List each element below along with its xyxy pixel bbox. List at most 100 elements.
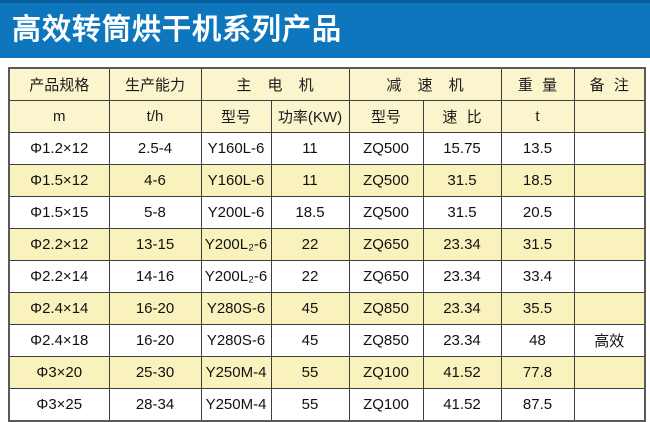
capacity-cell: 25-30: [108, 356, 202, 389]
weight-cell: 31.5: [500, 228, 575, 261]
weight-cell: 33.4: [500, 260, 575, 293]
spec-cell: Φ2.2×14: [8, 260, 110, 293]
spec-cell: Φ3×20: [8, 356, 110, 389]
reducer-ratio-cell: 41.52: [422, 388, 502, 422]
reducer-ratio-cell: 23.34: [422, 292, 502, 325]
spec-cell: Φ1.5×12: [8, 164, 110, 197]
capacity-cell: 13-15: [108, 228, 202, 261]
reducer-ratio-cell: 23.34: [422, 324, 502, 357]
motor-model-cell: Y160L-6: [200, 132, 272, 165]
reducer-model-cell: ZQ850: [348, 324, 424, 357]
weight-cell: 20.5: [500, 196, 575, 229]
capacity-cell: 16-20: [108, 324, 202, 357]
spec-cell: Φ1.5×15: [8, 196, 110, 229]
header-empty: [573, 100, 646, 133]
motor-model-cell: Y200L₂-6: [200, 228, 272, 261]
motor-power-cell: 22: [270, 260, 350, 293]
weight-cell: 48: [500, 324, 575, 357]
spec-cell: Φ2.2×12: [8, 228, 110, 261]
motor-power-cell: 45: [270, 292, 350, 325]
motor-model-cell: Y250M-4: [200, 388, 272, 422]
header-weight: 重 量: [500, 67, 575, 101]
weight-cell: 77.8: [500, 356, 575, 389]
capacity-cell: 28-34: [108, 388, 202, 422]
header-row-groups: 产品规格 生产能力 主 电 机 减 速 机 重 量 备 注: [8, 67, 646, 101]
motor-power-cell: 55: [270, 388, 350, 422]
remark-cell: [573, 292, 646, 325]
table-row: Φ1.2×12 2.5-4 Y160L-6 11 ZQ500 15.75 13.5: [8, 132, 646, 165]
table-header: 产品规格 生产能力 主 电 机 减 速 机 重 量 备 注 m t/h 型号 功…: [8, 67, 646, 133]
weight-cell: 18.5: [500, 164, 575, 197]
header-reducer-model: 型号: [348, 100, 424, 133]
spec-cell: Φ2.4×14: [8, 292, 110, 325]
table-row: Φ1.5×15 5-8 Y200L-6 18.5 ZQ500 31.5 20.5: [8, 196, 646, 229]
reducer-model-cell: ZQ500: [348, 132, 424, 165]
reducer-model-cell: ZQ100: [348, 356, 424, 389]
table-row: Φ2.4×18 16-20 Y280S-6 45 ZQ850 23.34 48 高效: [8, 324, 646, 357]
header-unit-th: t/h: [108, 100, 202, 133]
reducer-model-cell: ZQ650: [348, 228, 424, 261]
header-product-spec: 产品规格: [8, 67, 110, 101]
motor-power-cell: 11: [270, 164, 350, 197]
motor-power-cell: 45: [270, 324, 350, 357]
header-reducer: 减 速 机: [348, 67, 502, 101]
reducer-ratio-cell: 31.5: [422, 196, 502, 229]
table-row: Φ2.4×14 16-20 Y280S-6 45 ZQ850 23.34 35.5: [8, 292, 646, 325]
header-remark: 备 注: [573, 67, 646, 101]
reducer-model-cell: ZQ500: [348, 196, 424, 229]
capacity-cell: 16-20: [108, 292, 202, 325]
header-row-units: m t/h 型号 功率(KW) 型号 速 比 t: [8, 100, 646, 133]
reducer-ratio-cell: 23.34: [422, 260, 502, 293]
table-row: Φ3×25 28-34 Y250M-4 55 ZQ100 41.52 87.5: [8, 388, 646, 422]
reducer-model-cell: ZQ100: [348, 388, 424, 422]
motor-power-cell: 18.5: [270, 196, 350, 229]
motor-model-cell: Y280S-6: [200, 324, 272, 357]
capacity-cell: 4-6: [108, 164, 202, 197]
remark-cell: [573, 356, 646, 389]
motor-model-cell: Y200L-6: [200, 196, 272, 229]
reducer-ratio-cell: 31.5: [422, 164, 502, 197]
reducer-ratio-cell: 23.34: [422, 228, 502, 261]
capacity-cell: 2.5-4: [108, 132, 202, 165]
remark-cell: [573, 260, 646, 293]
remark-cell: [573, 388, 646, 422]
weight-cell: 35.5: [500, 292, 575, 325]
table-row: Φ2.2×14 14-16 Y200L₂-6 22 ZQ650 23.34 33.4: [8, 260, 646, 293]
spec-cell: Φ3×25: [8, 388, 110, 422]
header-main-motor: 主 电 机: [200, 67, 350, 101]
capacity-cell: 14-16: [108, 260, 202, 293]
reducer-ratio-cell: 15.75: [422, 132, 502, 165]
motor-power-cell: 11: [270, 132, 350, 165]
reducer-ratio-cell: 41.52: [422, 356, 502, 389]
spec-cell: Φ1.2×12: [8, 132, 110, 165]
motor-model-cell: Y160L-6: [200, 164, 272, 197]
header-reducer-ratio: 速 比: [422, 100, 502, 133]
page-title: 高效转筒烘干机系列产品: [12, 14, 343, 46]
remark-cell: [573, 164, 646, 197]
remark-cell: 高效: [573, 324, 646, 357]
spec-cell: Φ2.4×18: [8, 324, 110, 357]
header-motor-power: 功率(KW): [270, 100, 350, 133]
motor-power-cell: 22: [270, 228, 350, 261]
motor-model-cell: Y250M-4: [200, 356, 272, 389]
header-unit-t: t: [500, 100, 575, 133]
motor-model-cell: Y280S-6: [200, 292, 272, 325]
motor-model-cell: Y200L₂-6: [200, 260, 272, 293]
product-spec-table: 产品规格 生产能力 主 电 机 减 速 机 重 量 备 注 m t/h 型号 功…: [8, 67, 646, 422]
table-row: Φ3×20 25-30 Y250M-4 55 ZQ100 41.52 77.8: [8, 356, 646, 389]
reducer-model-cell: ZQ650: [348, 260, 424, 293]
remark-cell: [573, 228, 646, 261]
title-banner: 高效转筒烘干机系列产品: [0, 0, 650, 58]
header-capacity: 生产能力: [108, 67, 202, 101]
header-motor-model: 型号: [200, 100, 272, 133]
remark-cell: [573, 196, 646, 229]
reducer-model-cell: ZQ500: [348, 164, 424, 197]
remark-cell: [573, 132, 646, 165]
capacity-cell: 5-8: [108, 196, 202, 229]
weight-cell: 87.5: [500, 388, 575, 422]
table-body: Φ1.2×12 2.5-4 Y160L-6 11 ZQ500 15.75 13.5 Φ1.5×…: [8, 132, 646, 422]
weight-cell: 13.5: [500, 132, 575, 165]
table-row: Φ2.2×12 13-15 Y200L₂-6 22 ZQ650 23.34 31.5: [8, 228, 646, 261]
header-unit-m: m: [8, 100, 110, 133]
